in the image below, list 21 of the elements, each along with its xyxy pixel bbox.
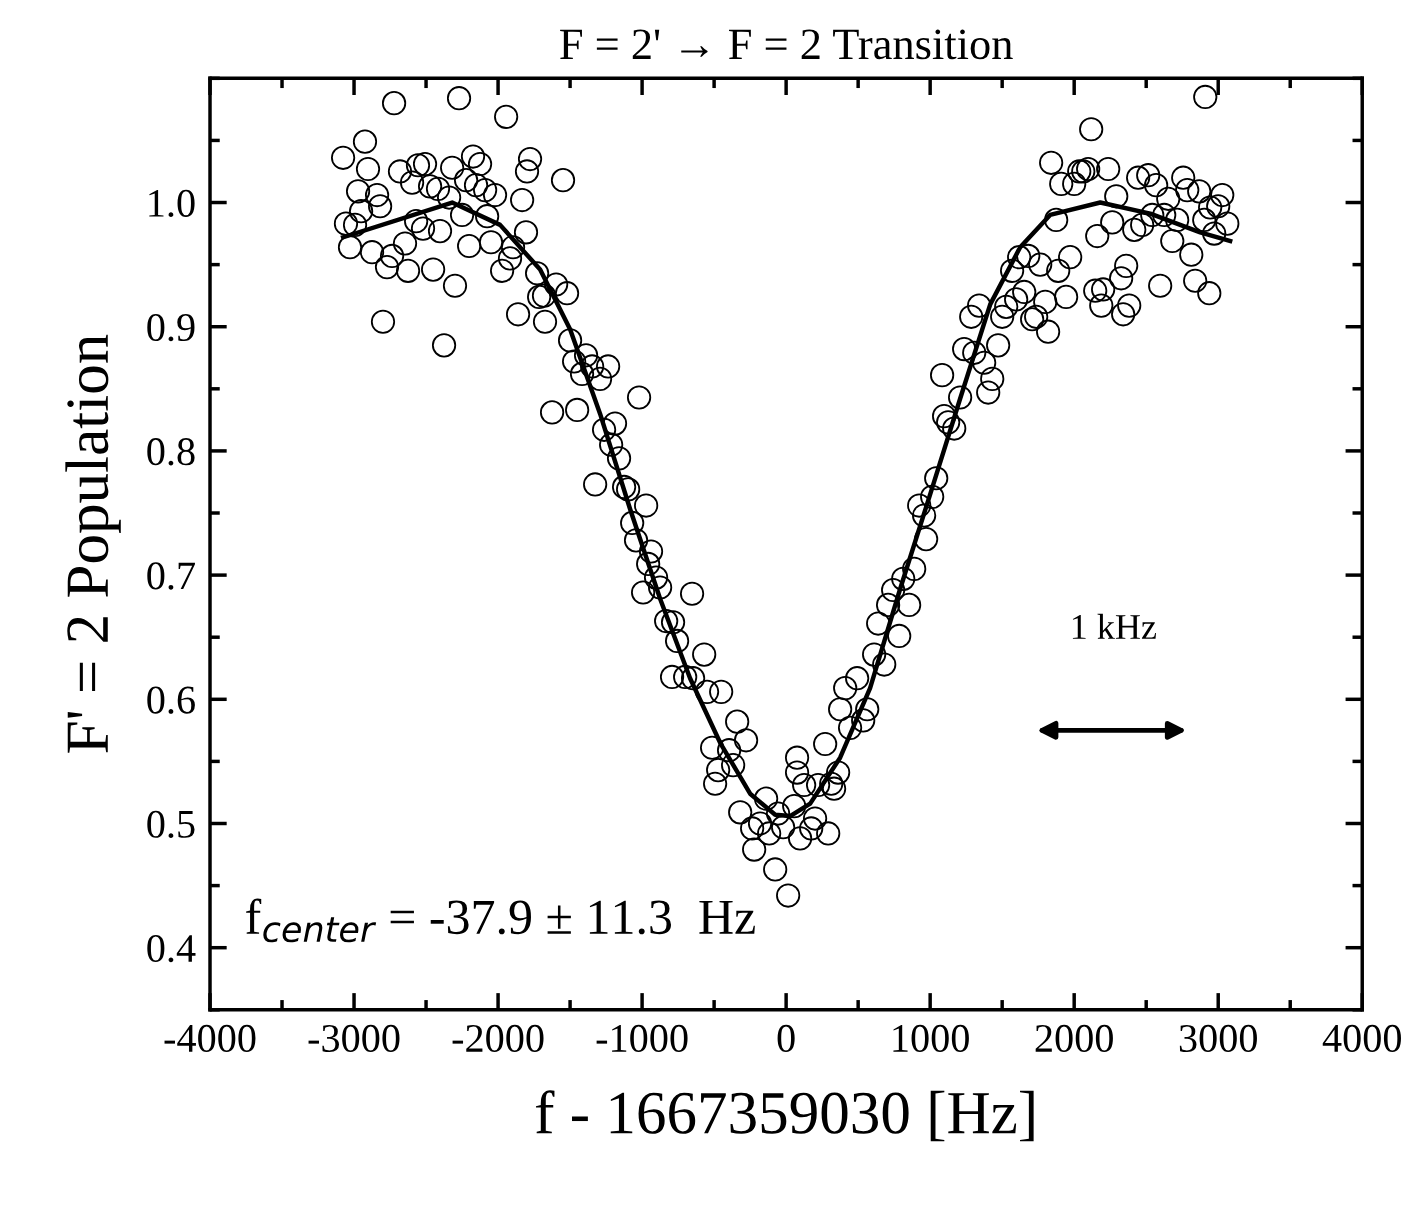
x-tick-label: -3000 bbox=[308, 1024, 400, 1053]
y-tick-label: 0.8 bbox=[147, 438, 195, 466]
chart-title: F = 2' → F = 2 Transition bbox=[560, 29, 1013, 60]
x-tick-label: 3000 bbox=[1179, 1024, 1257, 1053]
x-tick-label: 1000 bbox=[893, 1024, 969, 1053]
x-axis-title: f - 1667359030 [Hz] bbox=[535, 1090, 1034, 1142]
y-tick-label: 0.7 bbox=[147, 562, 195, 590]
x-tick-label: 4000 bbox=[1322, 1024, 1401, 1053]
x-tick-label: -1000 bbox=[596, 1024, 688, 1053]
y-tick-label: 0.6 bbox=[147, 686, 195, 714]
y-tick-label: 0.9 bbox=[147, 313, 195, 342]
x-tick-label: 0 bbox=[777, 1024, 795, 1053]
x-tick-label: -2000 bbox=[452, 1024, 544, 1053]
annotation: f$_{center}$ = -37.9 ± 11.3 Hz bbox=[246, 898, 755, 943]
y-tick-label: 0.5 bbox=[147, 810, 195, 839]
y-tick-label: 0.4 bbox=[147, 934, 196, 963]
x-tick-label: 2000 bbox=[1035, 1024, 1113, 1053]
y-axis-title: F' = 2 Population bbox=[65, 334, 121, 753]
x-tick-label: -4000 bbox=[164, 1024, 256, 1053]
annotation: 1 kHz bbox=[1072, 613, 1156, 639]
y-tick-label: 1.0 bbox=[149, 189, 195, 218]
